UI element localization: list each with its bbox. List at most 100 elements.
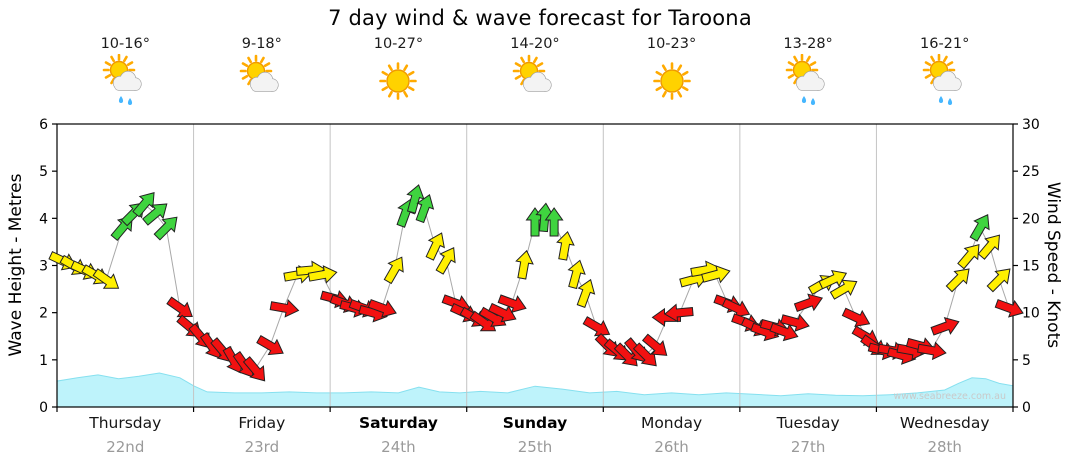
wind-arrow bbox=[535, 202, 555, 233]
wind-arrow bbox=[415, 193, 435, 224]
right-tick-label: 5 bbox=[1022, 353, 1031, 369]
wind-arrow bbox=[425, 232, 445, 261]
wind-arrow bbox=[242, 356, 266, 382]
wind-arrow bbox=[556, 230, 575, 261]
sun-rays bbox=[102, 54, 136, 87]
day-temp-range: 10-16° bbox=[100, 36, 150, 52]
wind-arrow bbox=[92, 268, 120, 289]
raindrop-icon bbox=[119, 96, 124, 103]
left-tick-label: 3 bbox=[39, 259, 48, 275]
right-tick-label: 20 bbox=[1022, 211, 1040, 227]
day-header-saturday: 10-27° bbox=[330, 36, 467, 106]
weather-icon-sun-cloud-rain bbox=[785, 54, 825, 105]
wind-arrow bbox=[256, 335, 284, 356]
right-tick-label: 10 bbox=[1022, 306, 1040, 322]
wind-arrow bbox=[497, 294, 527, 313]
weather-icon-sun bbox=[379, 62, 418, 100]
wind-arrow bbox=[544, 207, 564, 237]
day-temp-range: 9-18° bbox=[241, 36, 282, 52]
left-tick-label: 0 bbox=[39, 400, 48, 416]
sun-rays bbox=[379, 62, 418, 100]
plot-frame bbox=[56, 123, 1014, 408]
day-label-thursday: Thursday 22nd bbox=[57, 414, 194, 456]
wind-arrow bbox=[269, 299, 300, 318]
wind-arrow bbox=[917, 341, 947, 361]
wind-arrow bbox=[406, 184, 425, 214]
day-temp-range: 16-21° bbox=[920, 36, 970, 52]
weather-icon-sun bbox=[652, 62, 691, 100]
wind-arrow bbox=[142, 203, 168, 226]
day-header-wednesday: 16-21° bbox=[876, 36, 1013, 106]
wind-arrow bbox=[780, 313, 810, 332]
wind-arrow bbox=[945, 268, 970, 293]
wind-arrow bbox=[969, 214, 990, 242]
day-label-sunday: Sunday 25th bbox=[467, 414, 604, 456]
left-tick-label: 5 bbox=[39, 164, 48, 180]
day-temp-range: 10-27° bbox=[373, 36, 424, 52]
left-tick-label: 4 bbox=[39, 211, 48, 227]
raindrop-icon bbox=[802, 96, 807, 103]
day-header-friday: 9-18° bbox=[194, 36, 331, 106]
day-name: Friday bbox=[238, 414, 286, 432]
day-date: 26th bbox=[654, 438, 689, 456]
day-header-tuesday: 13-28° bbox=[740, 36, 877, 106]
right-tick-label: 0 bbox=[1022, 400, 1031, 416]
day-name: Saturday bbox=[358, 414, 438, 432]
weather-icon-sun-cloud-rain bbox=[922, 54, 962, 105]
raindrop-icon bbox=[938, 96, 943, 103]
day-temp-range: 14-20° bbox=[510, 36, 560, 52]
wind-arrow bbox=[986, 268, 1011, 293]
day-label-wednesday: Wednesday 28th bbox=[876, 414, 1013, 456]
wind-arrow bbox=[367, 299, 397, 318]
wind-arrow bbox=[721, 298, 751, 318]
wind-arrow bbox=[632, 342, 657, 367]
day-date: 23rd bbox=[244, 438, 280, 456]
wind-arrow bbox=[435, 247, 456, 275]
day-date: 25th bbox=[517, 438, 553, 456]
day-date: 22nd bbox=[106, 438, 145, 456]
wind-arrow bbox=[663, 303, 694, 323]
day-date: 24th bbox=[381, 438, 416, 456]
wind-arrow bbox=[769, 322, 799, 342]
day-name: Thursday bbox=[89, 414, 162, 432]
day-name: Tuesday bbox=[776, 414, 840, 432]
wind-arrow bbox=[793, 293, 824, 313]
wind-arrow bbox=[515, 249, 534, 280]
right-tick-label: 15 bbox=[1022, 259, 1040, 275]
wind-arrow bbox=[994, 299, 1024, 318]
wind-arrow bbox=[841, 307, 871, 328]
day-temp-range: 10-23° bbox=[646, 36, 697, 52]
wind-arrow bbox=[818, 269, 848, 290]
raindrop-icon bbox=[947, 98, 952, 105]
day-name: Wednesday bbox=[899, 414, 990, 432]
wind-arrow bbox=[613, 342, 638, 367]
day-label-tuesday: Tuesday 27th bbox=[740, 414, 877, 456]
weather-icon-sun-cloud bbox=[512, 54, 552, 92]
right-tick-label: 30 bbox=[1022, 117, 1040, 133]
day-header-sunday: 14-20° bbox=[467, 36, 604, 106]
wind-arrow bbox=[153, 216, 178, 241]
left-tick-label: 6 bbox=[39, 117, 48, 133]
raindrop-icon bbox=[811, 98, 816, 105]
wind-arrow bbox=[701, 265, 731, 284]
wind-arrow bbox=[829, 279, 858, 300]
day-name: Monday bbox=[640, 414, 703, 432]
chart-title: 7 day wind & wave forecast for Taroona bbox=[328, 6, 752, 30]
wind-arrow bbox=[977, 234, 1000, 260]
wind-arrow bbox=[957, 243, 980, 270]
day-header-thursday: 10-16° bbox=[57, 36, 194, 106]
wind-arrow bbox=[132, 192, 155, 218]
wind-arrow bbox=[383, 256, 404, 285]
left-tick-label: 1 bbox=[39, 353, 48, 369]
day-label-saturday: Saturday 24th bbox=[330, 414, 467, 456]
day-header-monday: 10-23° bbox=[603, 36, 740, 106]
day-name: Sunday bbox=[502, 414, 568, 432]
day-label-monday: Monday 26th bbox=[603, 414, 740, 456]
day-temp-range: 13-28° bbox=[783, 36, 833, 52]
wind-arrow bbox=[307, 265, 338, 284]
wind-arrow bbox=[641, 333, 668, 356]
left-tick-label: 2 bbox=[39, 306, 48, 322]
day-date: 27th bbox=[790, 438, 826, 456]
right-tick-label: 25 bbox=[1022, 164, 1040, 180]
